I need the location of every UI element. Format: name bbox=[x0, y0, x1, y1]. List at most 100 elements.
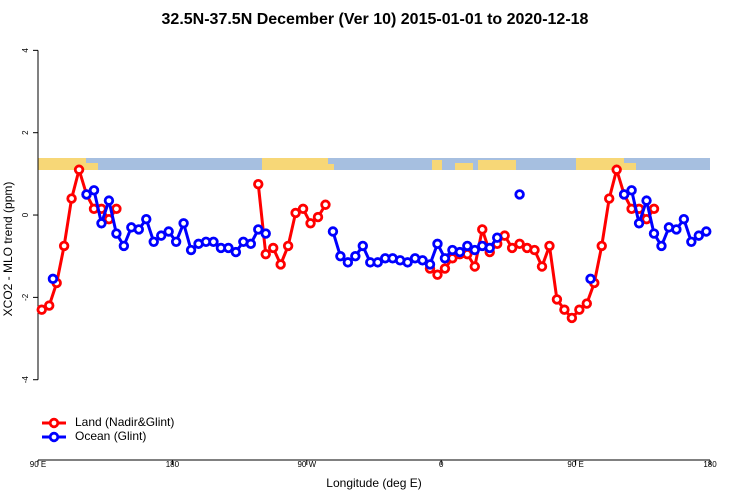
data-point bbox=[693, 230, 704, 241]
data-point bbox=[268, 242, 279, 254]
x-tick-label: 90 W bbox=[297, 460, 316, 469]
data-point bbox=[484, 242, 495, 254]
data-point bbox=[118, 240, 130, 252]
data-point bbox=[103, 195, 115, 206]
data-point bbox=[454, 246, 466, 258]
data-point bbox=[648, 203, 660, 215]
x-tick-label: 180 bbox=[166, 460, 180, 469]
data-point bbox=[47, 273, 59, 285]
data-point bbox=[73, 164, 85, 175]
y-tick-label: -2 bbox=[21, 293, 30, 301]
data-point bbox=[686, 236, 697, 247]
data-point bbox=[432, 269, 443, 280]
data-point bbox=[305, 218, 316, 229]
data-point bbox=[604, 193, 615, 204]
data-point bbox=[44, 300, 55, 311]
x-tick-label: 0 bbox=[439, 460, 444, 469]
data-point bbox=[585, 273, 596, 285]
data-point bbox=[111, 228, 122, 239]
x-axis-label: Longitude (deg E) bbox=[326, 476, 421, 490]
data-point bbox=[596, 240, 607, 252]
data-point bbox=[66, 193, 77, 204]
legend-marker bbox=[48, 431, 60, 443]
data-point bbox=[141, 213, 152, 225]
data-point bbox=[58, 240, 70, 252]
data-point bbox=[514, 238, 525, 250]
data-point bbox=[439, 253, 451, 264]
data-point bbox=[417, 255, 428, 266]
data-point bbox=[492, 232, 503, 243]
legend: Land (Nadir&Glint)Ocean (Glint) bbox=[42, 415, 174, 443]
data-point bbox=[633, 218, 645, 229]
data-point bbox=[155, 230, 167, 241]
data-point bbox=[208, 236, 219, 247]
data-point bbox=[163, 226, 174, 237]
data-point bbox=[506, 242, 518, 254]
data-point bbox=[320, 199, 331, 210]
y-tick-label: 0 bbox=[21, 212, 30, 217]
data-point bbox=[81, 189, 92, 200]
data-point bbox=[297, 203, 309, 215]
data-point bbox=[611, 164, 622, 175]
data-point bbox=[544, 240, 555, 252]
legend-label: Land (Nadir&Glint) bbox=[75, 415, 174, 429]
legend-label: Ocean (Glint) bbox=[75, 429, 146, 443]
data-point bbox=[462, 240, 473, 252]
data-point bbox=[133, 224, 144, 235]
data-point bbox=[402, 257, 413, 268]
data-point bbox=[559, 304, 570, 315]
series-line bbox=[41, 164, 656, 321]
data-point bbox=[253, 224, 264, 235]
data-point bbox=[282, 240, 294, 252]
data-point bbox=[641, 195, 652, 206]
data-point bbox=[148, 236, 159, 247]
data-point bbox=[96, 218, 107, 229]
data-point bbox=[618, 189, 630, 200]
data-point bbox=[275, 259, 286, 270]
data-point bbox=[342, 257, 354, 268]
data-point bbox=[357, 240, 368, 252]
data-point bbox=[36, 304, 47, 315]
legend-marker bbox=[48, 417, 60, 429]
data-point bbox=[678, 213, 690, 225]
data-point bbox=[551, 294, 563, 305]
data-point bbox=[514, 189, 525, 200]
data-point bbox=[260, 248, 271, 260]
data-point bbox=[656, 240, 667, 252]
x-tick-label: 90 E bbox=[30, 460, 46, 469]
data-point bbox=[350, 251, 361, 262]
land-sea-band bbox=[38, 158, 710, 170]
data-point bbox=[223, 242, 234, 254]
data-point bbox=[230, 246, 242, 258]
y-tick-label: -4 bbox=[21, 376, 30, 384]
data-point bbox=[648, 228, 660, 239]
data-point bbox=[439, 263, 451, 274]
data-point bbox=[529, 244, 540, 256]
data-point bbox=[626, 185, 637, 196]
data-point bbox=[245, 238, 256, 250]
data-point bbox=[253, 178, 264, 190]
data-point bbox=[477, 224, 488, 235]
data-point bbox=[88, 185, 100, 196]
data-point bbox=[536, 261, 548, 272]
data-point bbox=[581, 298, 592, 309]
y-tick-label: 2 bbox=[21, 130, 30, 135]
data-point bbox=[260, 228, 271, 239]
data-point bbox=[327, 226, 339, 237]
data-point bbox=[469, 261, 480, 272]
data-point bbox=[185, 244, 197, 256]
data-point bbox=[312, 211, 324, 223]
data-point bbox=[372, 257, 383, 268]
data-point bbox=[701, 226, 712, 237]
chart-title: 32.5N-37.5N December (Ver 10) 2015-01-01… bbox=[162, 11, 589, 28]
data-point bbox=[111, 203, 122, 215]
y-axis-label: XCO2 - MLO trend (ppm) bbox=[1, 182, 15, 317]
data-point bbox=[335, 251, 346, 262]
data-point bbox=[178, 218, 189, 229]
data-point bbox=[170, 236, 182, 247]
x-tick-label: 90 E bbox=[567, 460, 583, 469]
y-tick-label: 4 bbox=[21, 48, 30, 53]
data-point bbox=[574, 304, 585, 315]
data-point bbox=[432, 238, 443, 250]
